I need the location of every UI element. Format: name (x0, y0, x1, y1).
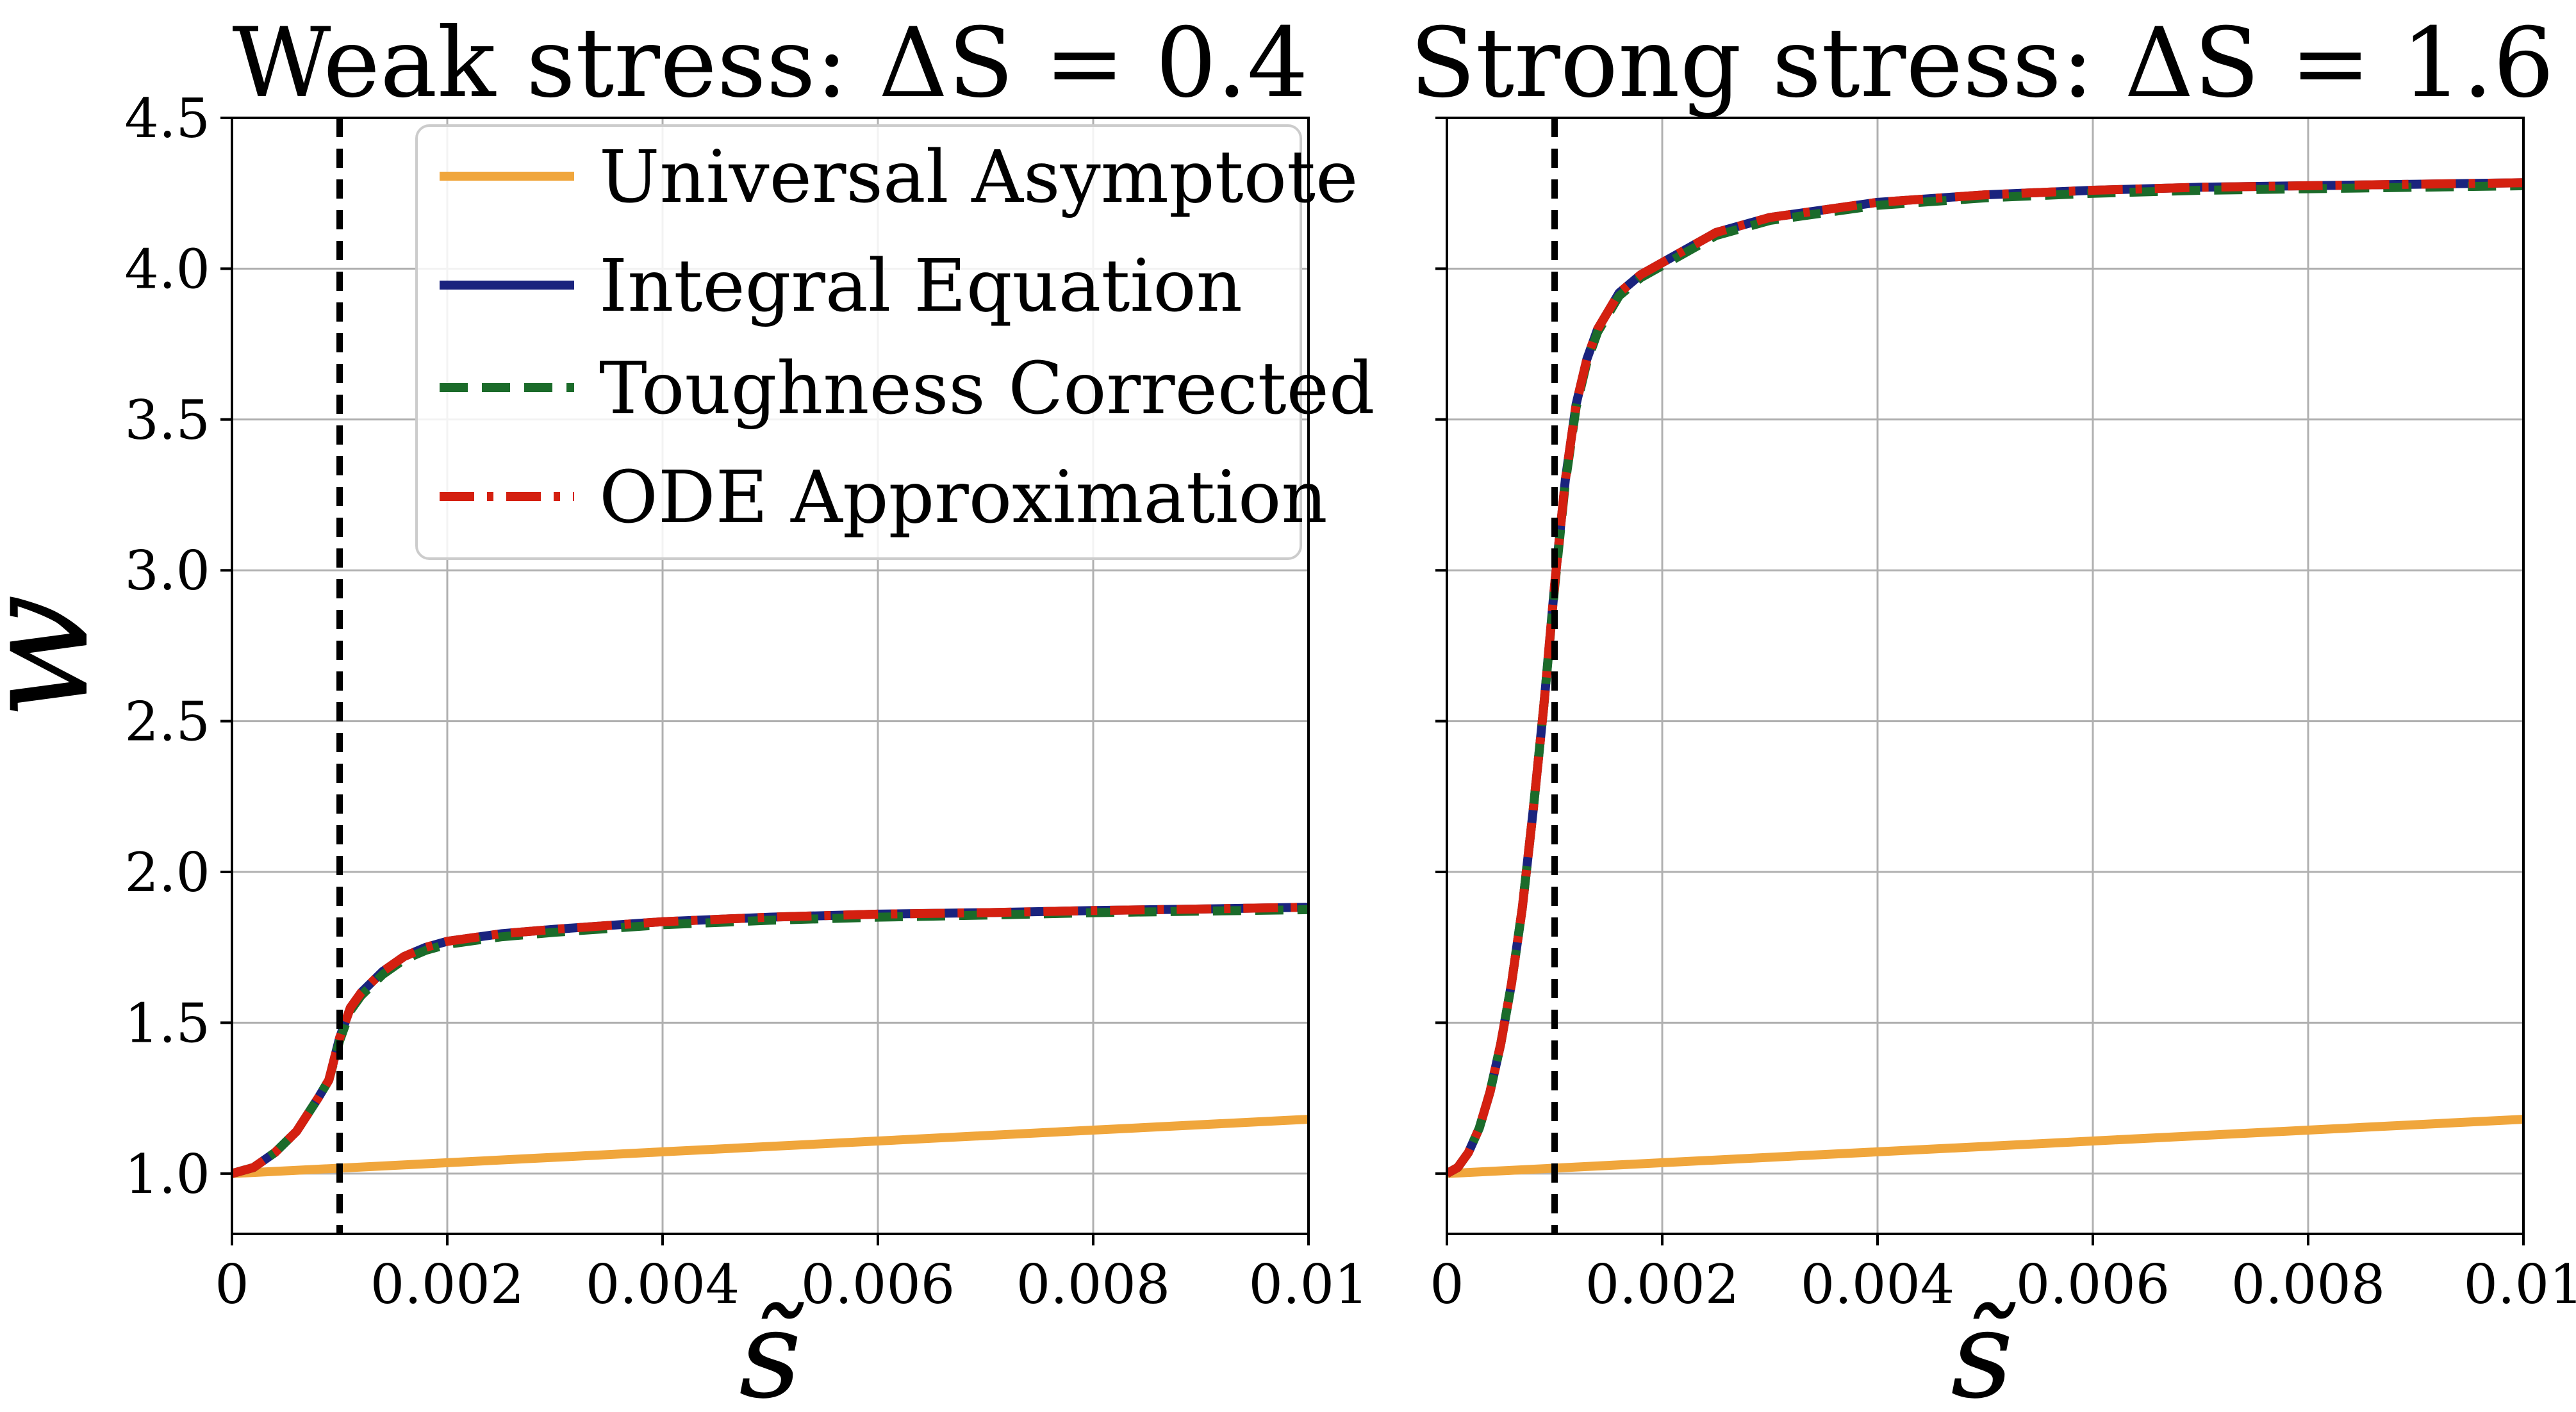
legend-label-integral-equation: Integral Equation (599, 245, 1243, 328)
panel-title-strong: Strong stress: ΔS = 1.6 (1410, 8, 2554, 119)
y-tick-label: 4.0 (124, 238, 210, 300)
x-tick-label: 0.002 (1585, 1253, 1739, 1316)
x-tick-label: 0 (215, 1253, 249, 1316)
legend-label-toughness-corrected: Toughness Corrected (599, 347, 1375, 431)
y-tick-label: 1.0 (124, 1143, 210, 1206)
axes-frame (1446, 117, 2525, 1235)
series-line-integral-equation (1447, 178, 2523, 1178)
series-line-universal-asymptote (232, 1115, 1309, 1178)
y-tick-label: 3.5 (124, 389, 210, 452)
series-line-integral-equation (232, 903, 1309, 1178)
y-tick-label: 2.5 (124, 691, 210, 753)
series-line-universal-asymptote (1447, 1115, 2523, 1178)
x-axis-label-left: s̃ (739, 1284, 804, 1412)
x-tick-label: 0.002 (370, 1253, 524, 1316)
x-tick-label: 0.006 (2016, 1253, 2170, 1316)
legend-frame (415, 124, 1302, 560)
y-tick-label: 4.5 (124, 87, 210, 150)
legend-label-ode-approximation: ODE Approximation (599, 456, 1328, 539)
x-tick-label: 0.01 (1248, 1253, 1368, 1316)
series-line-toughness-corrected (232, 905, 1309, 1178)
series-line-toughness-corrected (1447, 181, 2523, 1178)
series-line-ode-approximation (232, 903, 1309, 1178)
x-tick-label: 0.004 (1801, 1253, 1954, 1316)
x-tick-label: 0.01 (2463, 1253, 2576, 1316)
series-line-ode-approximation (1447, 178, 2523, 1178)
plot-area-1: 0 0.002 0.004 0.006 0.008 0.01 (1430, 117, 2576, 1316)
panel-weak-stress: Weak stress: ΔS = 0.4 s̃ 0 0.002 0.004 0.00… (124, 8, 1368, 1412)
y-axis-label: w̃ (0, 594, 122, 720)
plot-area-0: 0 0.002 0.004 0.006 0.008 0.01 1.0 1.5 2.0 2.5 3.0… (124, 87, 1368, 1316)
y-tick-label: 3.0 (124, 539, 210, 602)
panel-strong-stress: Strong stress: ΔS = 1.6 s̃ 0 0.002 0.004 0.… (1410, 8, 2576, 1412)
legend-label-universal-asymptote: Universal Asymptote (599, 136, 1358, 219)
x-tick-label: 0.004 (586, 1253, 739, 1316)
y-tick-label: 1.5 (124, 992, 210, 1055)
x-tick-label: 0 (1430, 1253, 1464, 1316)
axes-frame (231, 117, 1310, 1235)
y-tick-label: 2.0 (124, 841, 210, 904)
panel-title-weak: Weak stress: ΔS = 0.4 (232, 8, 1308, 119)
x-axis-label-right: s̃ (1951, 1284, 2016, 1412)
x-tick-label: 0.008 (2231, 1253, 2385, 1316)
x-tick-label: 0.006 (801, 1253, 955, 1316)
legend: Universal Asymptote Integral Equation To… (415, 124, 1375, 560)
x-tick-label: 0.008 (1016, 1253, 1170, 1316)
